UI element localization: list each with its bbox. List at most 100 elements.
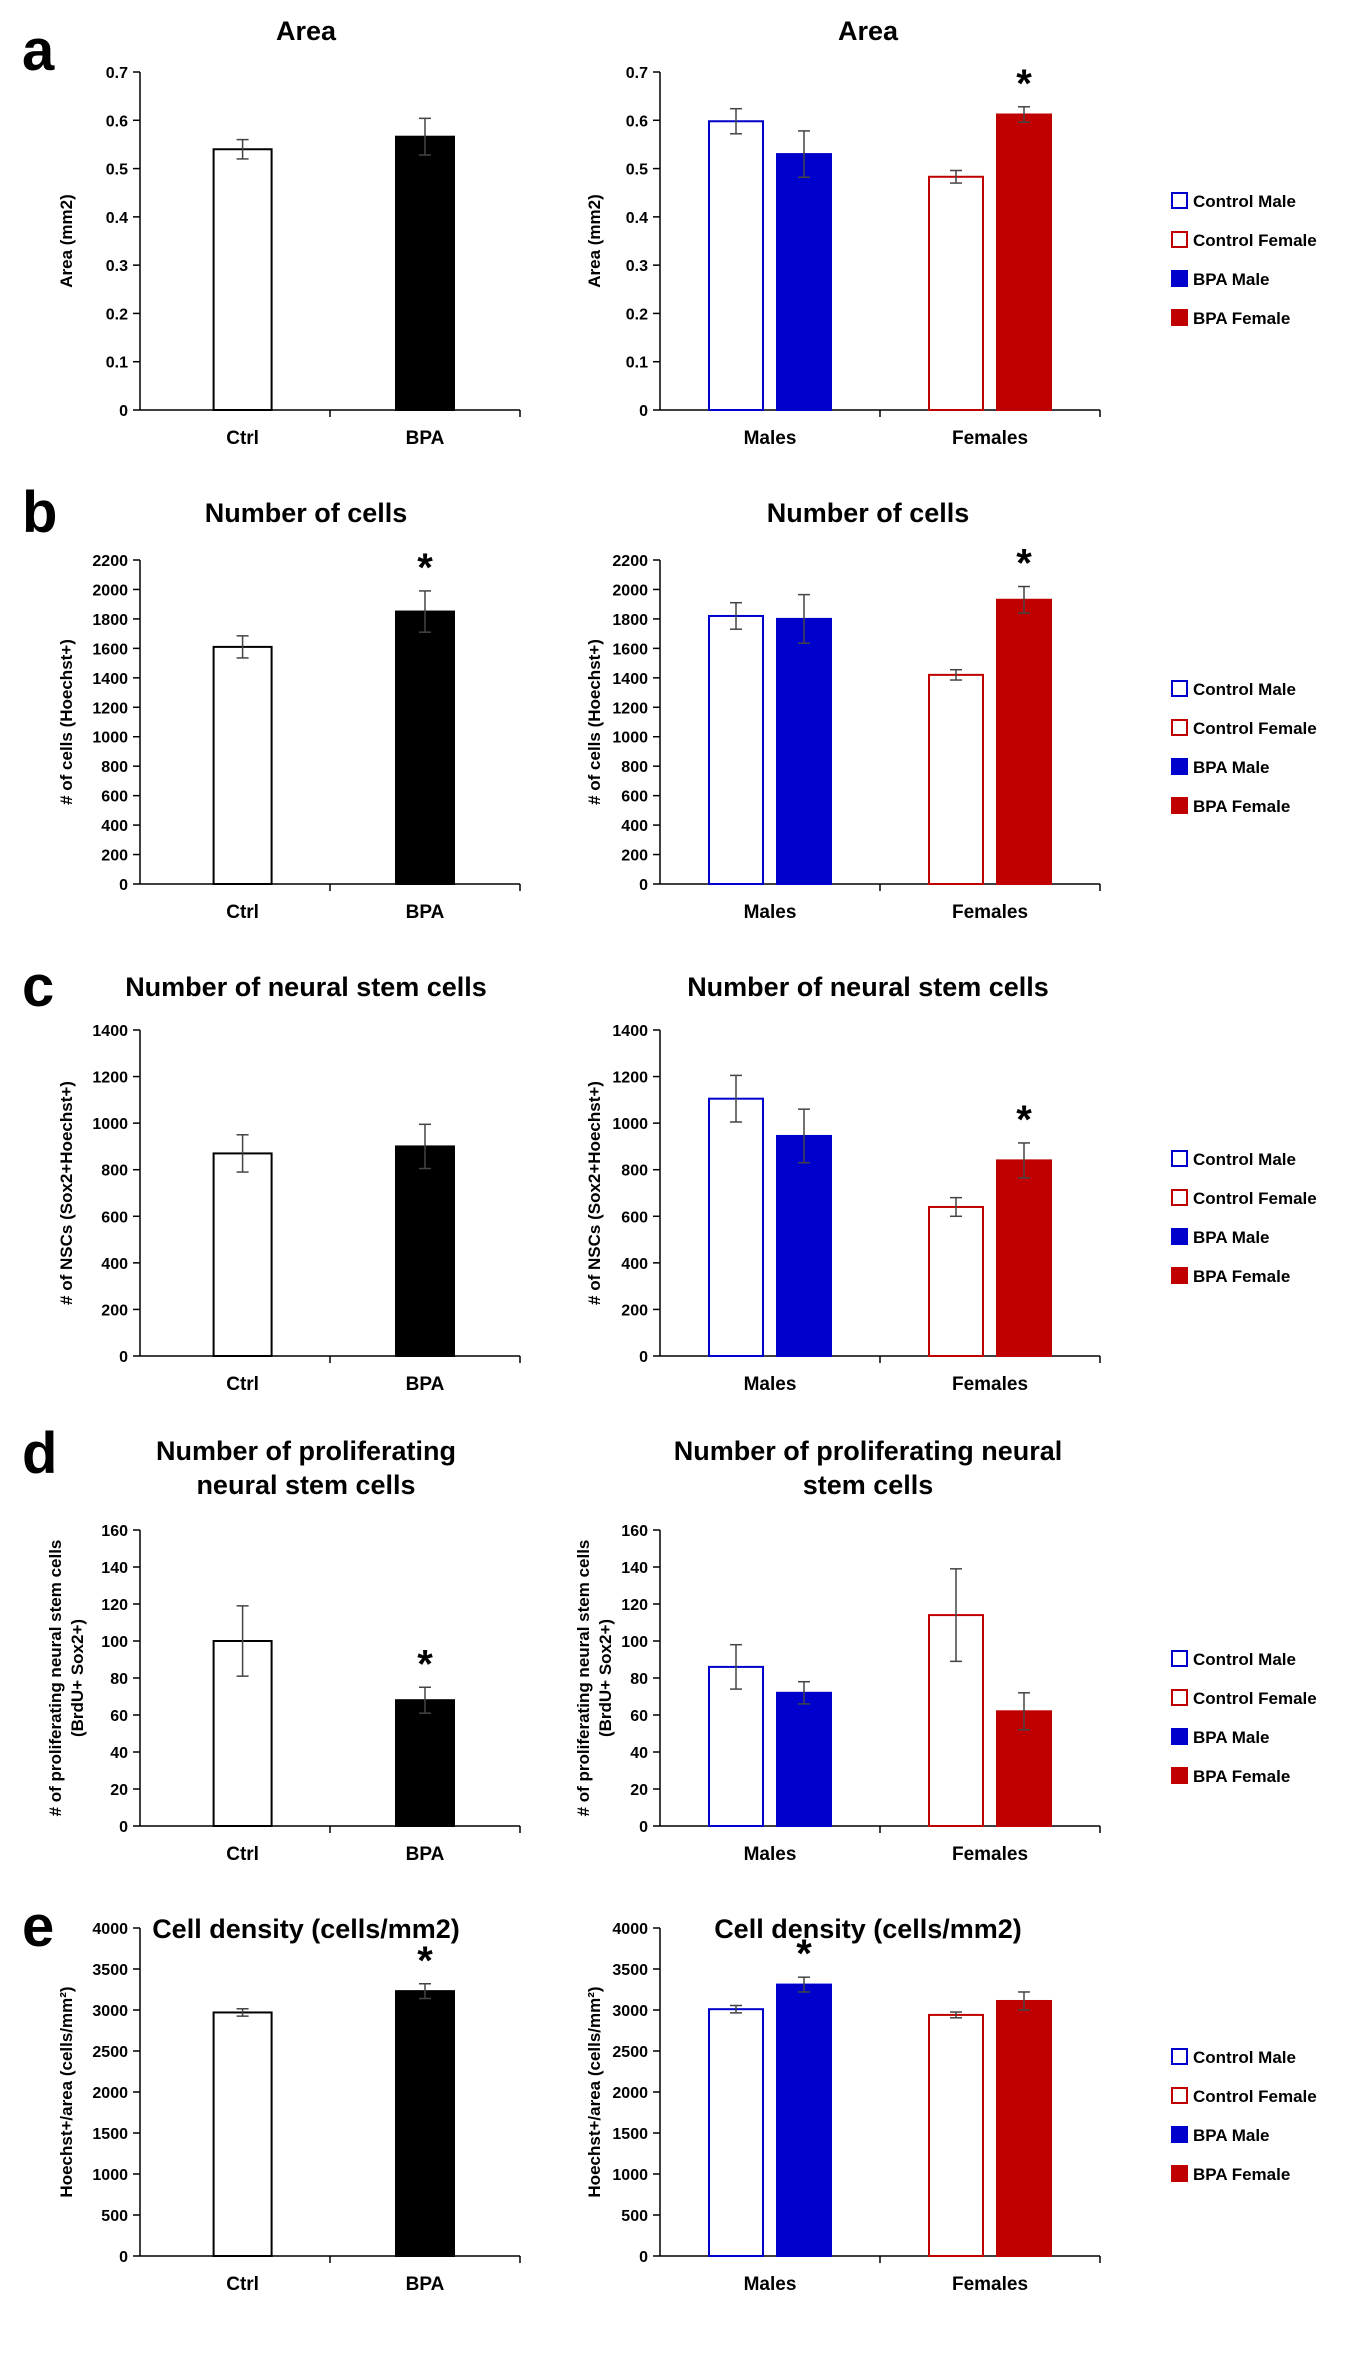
y-tick-label: 1000: [612, 730, 648, 747]
y-axis-label: Area (mm2): [585, 194, 604, 288]
y-tick-label: 1800: [92, 612, 128, 629]
y-axis-label: Area (mm2): [57, 194, 76, 288]
y-tick-label: 2200: [612, 553, 648, 570]
y-tick-label: 3000: [612, 2003, 648, 2020]
y-tick-label: 140: [101, 1560, 128, 1577]
x-category-label: BPA: [406, 2274, 445, 2295]
panel-letter-a: a: [22, 18, 55, 83]
y-axis-label: # of cells (Hoechst+): [57, 639, 76, 805]
y-tick-label: 4000: [612, 1921, 648, 1938]
y-axis-label: (BrdU+ Sox2+): [596, 1619, 615, 1737]
y-tick-label: 0.5: [106, 162, 128, 179]
y-tick-label: 160: [101, 1523, 128, 1540]
y-tick-label: 40: [110, 1745, 128, 1762]
y-tick-label: 1000: [612, 1116, 648, 1133]
chart-title: Cell density (cells/mm2): [152, 1914, 460, 1944]
y-tick-label: 120: [621, 1597, 648, 1614]
y-tick-label: 400: [621, 1256, 648, 1273]
y-tick-label: 500: [621, 2208, 648, 2225]
y-tick-label: 200: [101, 1302, 128, 1319]
y-tick-label: 40: [630, 1745, 648, 1762]
legend-label: Control Male: [1193, 1150, 1296, 1169]
x-category-label: Ctrl: [226, 1374, 259, 1395]
y-tick-label: 2000: [92, 582, 128, 599]
legend-swatch: [1171, 719, 1188, 736]
bar-bpa-male: [776, 1134, 832, 1357]
legend-swatch: [1171, 680, 1188, 697]
y-tick-label: 400: [621, 818, 648, 835]
y-tick-label: 400: [101, 1256, 128, 1273]
legend-swatch: [1171, 2087, 1188, 2104]
x-category-label: Males: [744, 1844, 797, 1865]
significance-asterisk: *: [417, 1939, 433, 1983]
x-category-label: Males: [744, 2274, 797, 2295]
y-tick-label: 0: [639, 1349, 648, 1366]
legend-label: BPA Female: [1193, 2165, 1290, 2184]
y-axis-label: # of NSCs (Sox2+Hoechst+): [585, 1081, 604, 1305]
x-category-label: Males: [744, 902, 797, 923]
bar-bpa: [395, 135, 455, 411]
x-category-label: BPA: [406, 902, 445, 923]
y-tick-label: 0.1: [626, 355, 648, 372]
legend-label: Control Male: [1193, 1650, 1296, 1669]
y-tick-label: 500: [101, 2208, 128, 2225]
y-tick-label: 0.3: [106, 258, 128, 275]
bar-control-male: [708, 1097, 764, 1357]
y-tick-label: 0.4: [626, 210, 648, 227]
x-category-label: Males: [744, 1374, 797, 1395]
y-tick-label: 60: [630, 1708, 648, 1725]
y-tick-label: 0.1: [106, 355, 128, 372]
bar-ctrl: [212, 2011, 273, 2257]
y-tick-label: 1200: [612, 700, 648, 717]
y-tick-label: 160: [621, 1523, 648, 1540]
y-axis-label: # of proliferating neural stem cells: [574, 1540, 593, 1817]
legend-swatch: [1171, 1228, 1188, 1245]
y-tick-label: 600: [621, 789, 648, 806]
y-tick-label: 4000: [92, 1921, 128, 1938]
significance-asterisk: *: [417, 546, 433, 590]
bar-bpa: [395, 1699, 455, 1827]
legend-swatch: [1171, 1767, 1188, 1784]
x-category-label: Ctrl: [226, 2274, 259, 2295]
x-category-label: Females: [952, 902, 1028, 923]
y-tick-label: 1800: [612, 612, 648, 629]
y-tick-label: 100: [101, 1634, 128, 1651]
y-tick-label: 600: [101, 1209, 128, 1226]
x-category-label: BPA: [406, 428, 445, 449]
significance-asterisk: *: [1016, 1098, 1032, 1142]
y-axis-label: (BrdU+ Sox2+): [68, 1619, 87, 1737]
legend-swatch: [1171, 1728, 1188, 1745]
y-tick-label: 2000: [612, 2085, 648, 2102]
y-tick-label: 1200: [612, 1070, 648, 1087]
legend-swatch: [1171, 270, 1188, 287]
significance-asterisk: *: [796, 1932, 812, 1976]
bar-control-male: [708, 614, 764, 885]
bar-bpa-male: [776, 1983, 832, 2257]
y-tick-label: 1000: [92, 2167, 128, 2184]
chart-title: Number of cells: [767, 498, 970, 528]
legend-label: BPA Male: [1193, 758, 1270, 777]
chart-title: Area: [838, 16, 899, 46]
x-category-label: BPA: [406, 1374, 445, 1395]
y-tick-label: 1400: [612, 1023, 648, 1040]
bar-bpa: [395, 1145, 455, 1358]
legend-swatch: [1171, 2048, 1188, 2065]
x-category-label: Females: [952, 428, 1028, 449]
chart-title: neural stem cells: [196, 1470, 415, 1500]
legend-label: BPA Female: [1193, 797, 1290, 816]
y-tick-label: 200: [621, 1302, 648, 1319]
y-tick-label: 600: [621, 1209, 648, 1226]
y-tick-label: 0: [639, 1819, 648, 1836]
y-axis-label: # of proliferating neural stem cells: [46, 1540, 65, 1817]
legend-label: Control Female: [1193, 2087, 1317, 2106]
y-tick-label: 1400: [92, 1023, 128, 1040]
y-tick-label: 0.7: [106, 65, 128, 82]
bar-control-female: [928, 2013, 984, 2258]
legend-swatch: [1171, 309, 1188, 326]
bar-control-female: [928, 1205, 984, 1357]
bar-bpa: [395, 1990, 455, 2257]
bar-bpa-female: [996, 113, 1052, 412]
y-tick-label: 3500: [92, 1962, 128, 1979]
